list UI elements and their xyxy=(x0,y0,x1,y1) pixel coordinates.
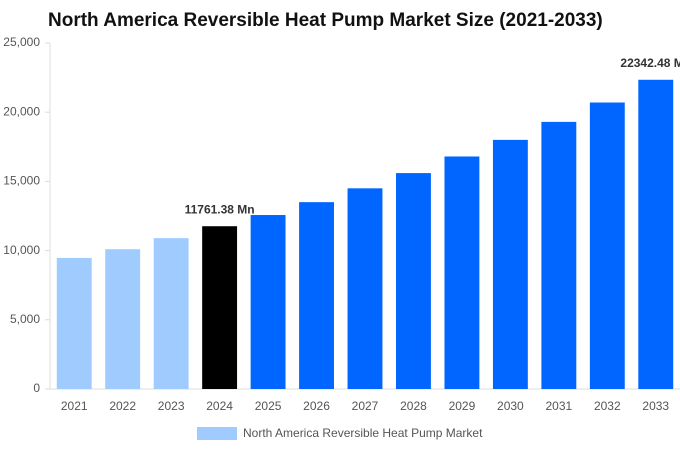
bar xyxy=(347,188,383,389)
x-tick-label: 2025 xyxy=(255,399,282,413)
bar xyxy=(541,121,577,389)
y-tick-label: 5,000 xyxy=(10,312,40,326)
bar xyxy=(105,249,141,389)
bar xyxy=(56,257,92,389)
x-tick-label: 2026 xyxy=(303,399,330,413)
data-label: 11761.38 Mn xyxy=(185,202,255,216)
x-tick-label: 2033 xyxy=(642,399,669,413)
y-tick-label: 0 xyxy=(33,381,40,395)
y-tick-label: 10,000 xyxy=(3,243,40,257)
x-tick-label: 2021 xyxy=(61,399,88,413)
bar xyxy=(153,238,189,389)
bar xyxy=(638,79,674,389)
y-tick-label: 20,000 xyxy=(3,104,40,118)
y-tick-label: 15,000 xyxy=(3,174,40,188)
x-tick-label: 2030 xyxy=(497,399,524,413)
x-tick-label: 2029 xyxy=(449,399,476,413)
bar xyxy=(444,156,480,389)
legend-label: North America Reversible Heat Pump Marke… xyxy=(243,426,483,440)
y-tick-label: 25,000 xyxy=(3,35,40,49)
x-tick-label: 2027 xyxy=(352,399,379,413)
chart-title: North America Reversible Heat Pump Marke… xyxy=(48,10,603,31)
bar xyxy=(250,215,286,389)
x-tick-label: 2022 xyxy=(109,399,136,413)
x-tick-label: 2024 xyxy=(206,399,233,413)
bar xyxy=(202,226,238,389)
legend-swatch xyxy=(197,427,237,440)
bar xyxy=(589,102,625,390)
x-tick-label: 2032 xyxy=(594,399,621,413)
bar xyxy=(299,202,334,389)
data-label: 22342.48 Mn xyxy=(620,56,680,70)
bar xyxy=(396,173,431,389)
bar xyxy=(492,139,528,389)
x-tick-label: 2028 xyxy=(400,399,427,413)
x-tick-label: 2023 xyxy=(158,399,185,413)
x-tick-label: 2031 xyxy=(545,399,572,413)
